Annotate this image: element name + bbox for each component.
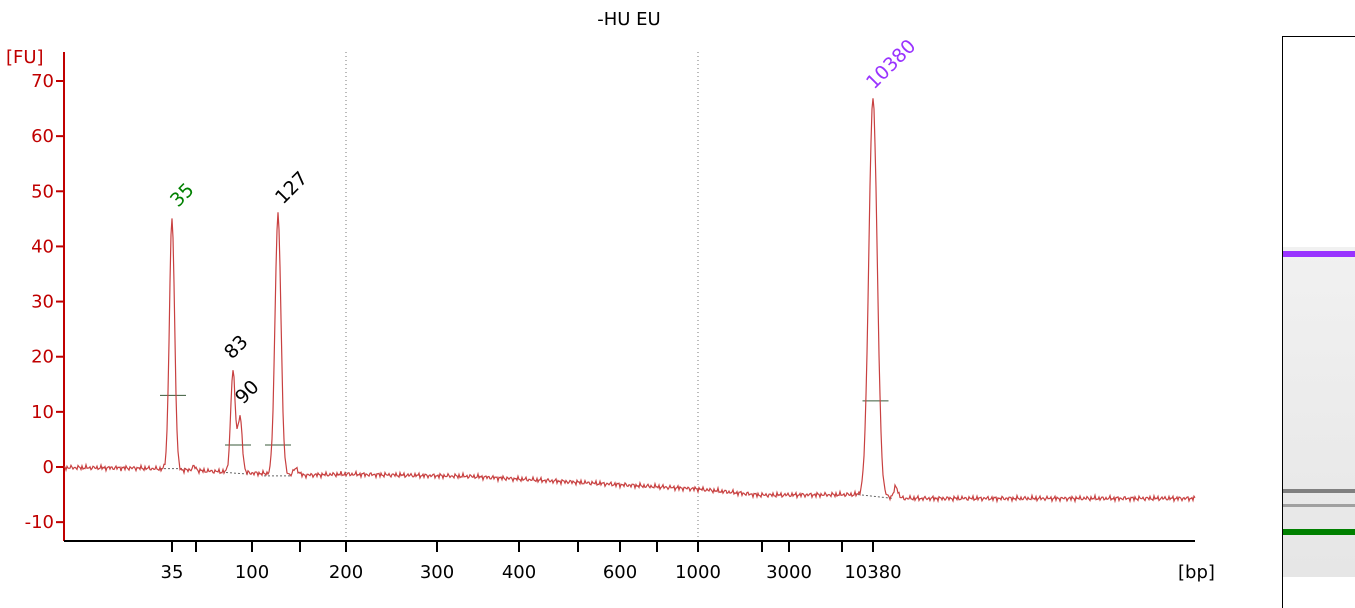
gel-band-sample-band-1 [1283,489,1355,493]
gel-band-upper-marker [1283,251,1355,257]
electropherogram-chart: -HU EU [FU] [bp] -10 0 10 20 30 40 50 60 70 35 10… [6,9,1215,583]
y-tick-label: 60 [31,126,54,147]
y-tick-label: 30 [31,292,54,313]
x-tick-label: 300 [420,562,454,583]
peak-label: 35 [166,179,199,212]
peak-label: 10380 [862,35,920,93]
peak-label: 83 [220,331,253,364]
x-tick-label: 35 [161,562,184,583]
peak-label: 90 [231,376,264,409]
gel-lane-background [1283,247,1355,577]
y-tick-label: -10 [25,512,54,533]
electropherogram-trace [63,98,1196,504]
x-tick-label: 100 [235,562,269,583]
y-tick-label: 40 [31,236,54,257]
x-tick-label: 600 [603,562,637,583]
peak-baseline [857,494,894,499]
peak-label: 127 [271,167,312,208]
peak-baselines [160,394,894,499]
y-ticks: -10 0 10 20 30 40 50 60 70 [25,71,64,533]
reference-lines [345,52,699,541]
y-axis-label: [FU] [6,47,44,68]
gel-band-lower-marker [1283,529,1355,535]
peak-baseline [225,472,251,475]
x-tick-label: 10380 [844,562,901,583]
x-tick-label: 200 [329,562,363,583]
gel-lane [1282,36,1355,608]
y-tick-label: 20 [31,347,54,368]
gel-band-sample-band-2 [1283,504,1355,507]
x-tick-label: 1000 [675,562,721,583]
x-tick-label: 400 [502,562,536,583]
x-tick-label: 3000 [766,562,812,583]
chart-title: -HU EU [597,9,660,30]
y-tick-label: 0 [43,457,54,478]
x-ticks: 35 100 200 300 400 600 1000 3000 10380 [161,541,902,583]
y-tick-label: 70 [31,71,54,92]
x-axis-label: [bp] [1178,562,1215,583]
y-tick-label: 50 [31,181,54,202]
y-tick-label: 10 [31,402,54,423]
